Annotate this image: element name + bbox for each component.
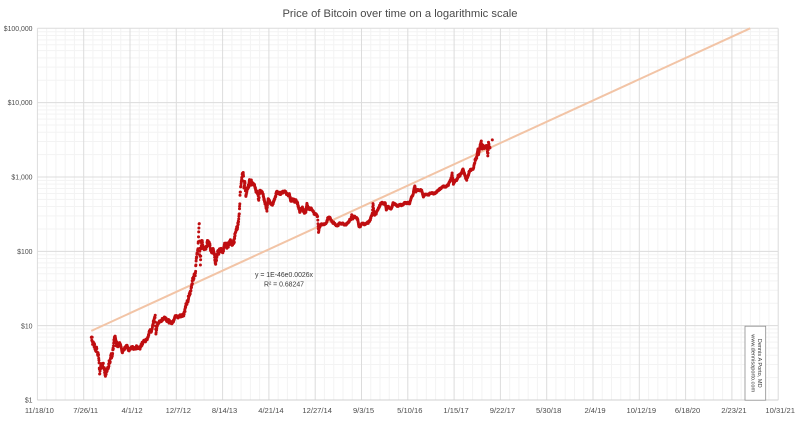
svg-text:4/21/14: 4/21/14 [258,406,283,415]
svg-text:9/22/17: 9/22/17 [490,406,515,415]
svg-text:$100,000: $100,000 [4,26,33,33]
svg-text:5/10/16: 5/10/16 [397,406,422,415]
svg-text:7/26/11: 7/26/11 [73,406,98,415]
svg-text:Price of Bitcoin over time on: Price of Bitcoin over time on a logarith… [282,8,517,20]
svg-text:2/4/19: 2/4/19 [584,406,605,415]
svg-text:5/30/18: 5/30/18 [536,406,561,415]
svg-text:6/18/20: 6/18/20 [675,406,700,415]
svg-text:$1,000: $1,000 [11,175,32,182]
svg-text:y = 1E-46e0.0026x: y = 1E-46e0.0026x [255,272,314,279]
svg-text:4/1/12: 4/1/12 [121,406,142,415]
svg-text:$10,000: $10,000 [8,100,33,107]
svg-text:$10: $10 [21,323,33,330]
svg-text:www.dennisaporto.com: www.dennisaporto.com [750,333,756,392]
svg-text:9/3/15: 9/3/15 [353,406,374,415]
svg-text:1/15/17: 1/15/17 [443,406,468,415]
svg-text:R² = 0.68247: R² = 0.68247 [264,282,304,289]
svg-text:10/31/21: 10/31/21 [765,406,795,415]
svg-text:8/14/13: 8/14/13 [212,406,237,415]
svg-text:10/12/19: 10/12/19 [627,406,657,415]
svg-text:12/7/12: 12/7/12 [166,406,191,415]
svg-text:11/18/10: 11/18/10 [25,406,54,415]
svg-text:Dennis A Porto, MD: Dennis A Porto, MD [756,339,762,388]
svg-text:12/27/14: 12/27/14 [302,406,332,415]
svg-text:$100: $100 [17,249,32,256]
svg-text:$1: $1 [25,398,33,405]
svg-text:2/23/21: 2/23/21 [721,406,746,415]
